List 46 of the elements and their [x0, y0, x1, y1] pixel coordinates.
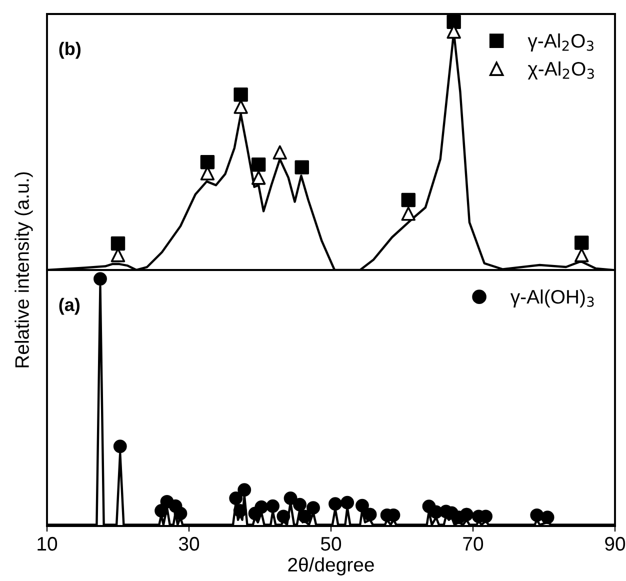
x-axis-title: 2θ/degree — [288, 557, 374, 576]
point — [238, 483, 252, 497]
point — [234, 88, 248, 102]
point — [174, 506, 188, 520]
point — [251, 170, 266, 185]
point — [200, 154, 215, 170]
point — [266, 499, 280, 513]
point — [154, 504, 168, 518]
point — [356, 498, 369, 512]
point — [446, 14, 461, 30]
x-tick-label: 90 — [605, 536, 626, 551]
point — [94, 272, 107, 286]
x-tick-label: 70 — [463, 536, 484, 551]
point — [293, 498, 306, 512]
point — [276, 510, 290, 524]
point — [284, 491, 298, 505]
point — [328, 497, 342, 511]
legend-label: χ-Al$_{2}$O$_{3}$ — [528, 61, 594, 80]
point — [574, 248, 589, 262]
point — [233, 504, 247, 518]
point — [229, 491, 243, 505]
point — [530, 508, 544, 522]
point — [306, 501, 320, 515]
legend-label: γ-Al$_{2}$O$_{3}$ — [528, 33, 594, 52]
point — [460, 508, 474, 522]
x-tick-label: 50 — [320, 536, 342, 551]
point — [574, 236, 589, 250]
point — [363, 508, 377, 522]
y-axis-title: Relative intensity (a.u.) — [14, 172, 33, 368]
point — [340, 496, 354, 510]
point — [294, 160, 310, 174]
point — [298, 510, 312, 524]
point — [113, 440, 127, 454]
x-tick-label: 10 — [38, 536, 58, 551]
point — [234, 100, 248, 114]
point — [251, 157, 266, 172]
point — [110, 236, 126, 251]
point — [401, 192, 416, 208]
point — [254, 500, 268, 514]
point — [540, 510, 554, 524]
point — [401, 206, 416, 221]
annotation: (a) — [59, 298, 80, 315]
point — [272, 145, 287, 160]
x-tick-label: 30 — [178, 536, 200, 551]
annotation: (b) — [59, 42, 81, 59]
legend-label: γ-Al(OH)$_{3}$ — [510, 289, 594, 308]
